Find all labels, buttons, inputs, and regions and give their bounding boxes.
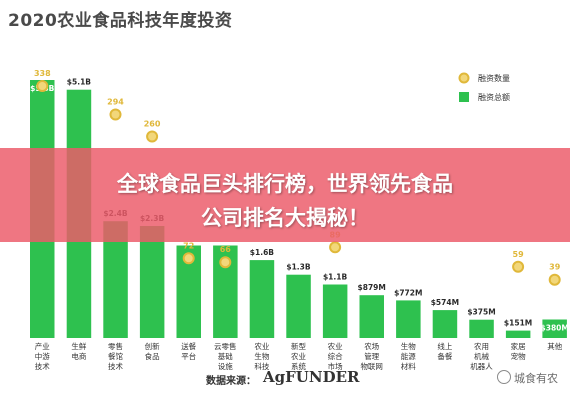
watermark: 城食有农 [497,370,558,386]
bar-value-label: $1.6B [250,248,275,257]
count-value-label: 59 [513,250,525,259]
count-point [329,241,342,254]
count-value-label: 294 [107,98,124,107]
count-point [109,108,122,121]
category-tick-label: 系统 [291,361,306,371]
watermark-icon [497,370,511,384]
category-tick-label: 线上 [437,341,452,351]
count-value-label: 260 [144,120,161,129]
legend-amount-marker [459,92,469,102]
category-tick-label: 设施 [218,361,233,371]
category-tick-label: 技术 [108,361,123,371]
category-tick-label: 管理 [364,351,379,361]
legend-amount-label: 融资总额 [478,92,510,102]
category-tick-label: 餐馆 [108,351,123,361]
legend-count-marker [458,72,470,84]
bar [432,310,458,338]
category-tick-label: 农业 [291,351,306,361]
category-tick-label: 生物 [401,341,416,351]
category-tick-label: 其他 [547,341,562,351]
category-tick-label: 综合 [328,351,343,361]
category-tick-label: 机械 [474,351,489,361]
category-tick-label: 家居 [511,341,526,351]
bar [396,300,421,338]
category-tick-label: 农场 [364,341,379,351]
category-tick-label: 技术 [35,361,50,371]
category-tick-label: 零售 [108,341,123,351]
bar-value-label: $375M [467,308,495,317]
category-tick-label: 机器人 [470,361,493,371]
category-tick-label: 新型 [291,341,306,351]
count-value-label: 72 [183,241,194,250]
bar [139,226,165,338]
category-tick-label: 宠物 [511,351,526,361]
category-tick-label: 送餐 [181,341,196,351]
category-tick-label: 农业 [254,341,269,351]
banner-headline-line1: 全球食品巨头排行榜，世界领先食品 [117,172,453,196]
bar [542,319,567,338]
source-label: 数据来源： [206,376,256,387]
count-value-label: 39 [549,263,561,272]
count-point [512,260,525,273]
category-tick-label: 农用 [474,341,489,351]
category-tick-label: 中游 [35,351,50,361]
category-tick-label: 科技 [254,361,269,371]
count-point [146,130,159,143]
category-tick-label: 物联网 [360,361,383,371]
category-tick-label: 材料 [401,361,416,371]
category-tick-label: 电商 [71,351,86,361]
category-tick-label: 基础 [218,351,233,361]
category-tick-label: 备餐 [437,351,452,361]
count-point [182,252,195,265]
bar [359,295,384,338]
bar-value-label: $380M [541,324,569,333]
category-tick-label: 平台 [181,351,196,361]
source-logo: AgFUNDER [263,368,360,386]
count-point [36,80,49,92]
count-value-label: 66 [220,245,232,254]
category-tick-label: 能源 [401,351,416,361]
bar-value-label: $5.1B [67,78,92,87]
bar-value-label: $151M [504,319,532,328]
category-tick-label: 农业 [328,341,343,351]
bar-value-label: $574M [431,298,459,307]
category-tick-label: 创新 [145,341,160,351]
category-tick-label: 市场 [328,361,343,371]
chart-title: 2020农业食品科技年度投资 [8,11,233,31]
bar [505,330,531,338]
count-point [219,256,232,269]
category-tick-label: 食品 [145,351,160,361]
legend-count-label: 融资数量 [478,73,510,83]
category-tick-label: 产业 [35,341,50,351]
bar-value-label: $1.3B [286,263,311,272]
banner-headline-line2: 公司排名大揭秘！ [201,206,369,230]
banner-overlay [0,148,570,242]
watermark-text: 城食有农 [514,372,558,385]
count-point [548,273,561,286]
bar [249,260,275,338]
category-tick-label: 生物 [254,351,269,361]
bar [286,274,311,338]
category-tick-label: 云零售 [214,341,237,351]
bar [469,319,494,338]
count-value-label: 338 [34,69,51,78]
bar-value-label: $1.1B [323,273,348,282]
bar-value-label: $879M [358,283,386,292]
category-tick-label: 生鲜 [71,341,86,351]
bar [322,284,348,338]
bar-value-label: $772M [394,288,422,297]
